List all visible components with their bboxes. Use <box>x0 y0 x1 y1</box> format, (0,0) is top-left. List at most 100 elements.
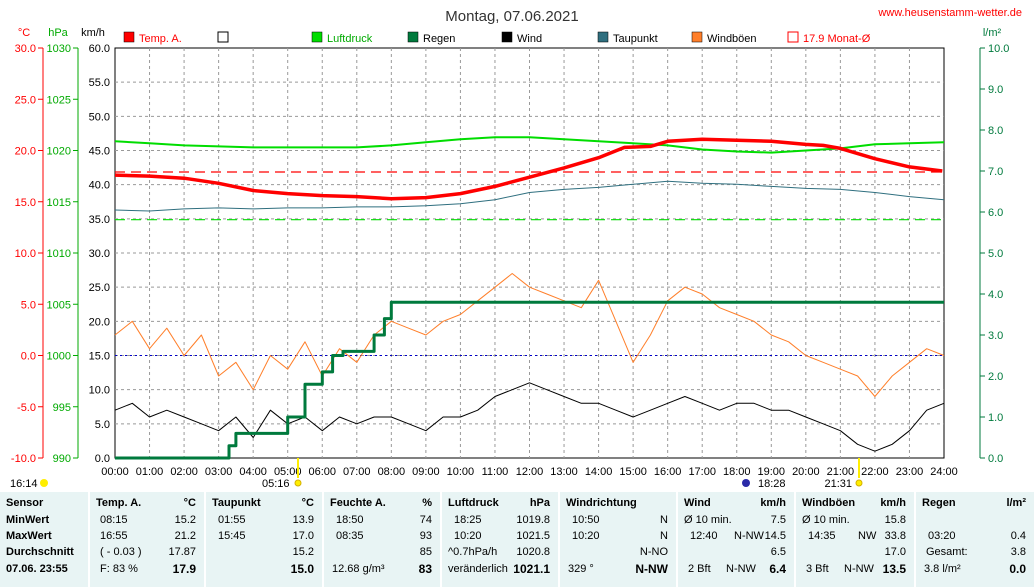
pressure-tick-label: 1015 <box>47 197 71 209</box>
x-tick-label: 13:00 <box>550 466 578 478</box>
press-min-value: 1019.8 <box>516 514 550 526</box>
rain-tick-label: 7.0 <box>988 166 1003 178</box>
rain-total-label: Gesamt: <box>926 546 968 558</box>
pressure-tick-label: 1010 <box>47 248 71 260</box>
legend-label: Temp. A. <box>139 33 182 45</box>
series-regen <box>115 300 944 460</box>
legend-swatch <box>407 31 419 43</box>
x-tick-label: 08:00 <box>378 466 406 478</box>
stats-header-wind: Wind <box>684 497 711 509</box>
gust-avg-value: 17.0 <box>884 546 906 558</box>
rain-unit-label: l/m² <box>983 27 1002 39</box>
x-tick-label: 16:00 <box>654 466 682 478</box>
weather-chart: Montag, 07.06.2021 www.heusenstamm-wette… <box>10 7 1022 490</box>
astro-markers: 16:14 05:16 18:28 21:31 <box>10 458 863 490</box>
legend-swatch <box>217 31 229 43</box>
row-label-max: MaxWert <box>6 530 52 542</box>
press-avg-value: 1020.8 <box>516 546 550 558</box>
series-wind <box>114 382 945 452</box>
dir-degrees: 329 ° <box>568 563 594 575</box>
rain-tick-label: 1.0 <box>988 412 1003 424</box>
x-tick-label: 00:00 <box>101 466 129 478</box>
legend-label: Windböen <box>707 33 757 45</box>
legend-swatch <box>123 31 135 43</box>
gust-avg10-value: 15.8 <box>884 514 906 526</box>
stats-header-pressure: Luftdruck <box>448 497 499 509</box>
stats-header-rain: Regen <box>922 497 956 509</box>
x-tick-label: 19:00 <box>758 466 786 478</box>
row-label-avg: Durchschnitt <box>6 546 74 558</box>
marker-sunset-time: 21:31 <box>824 478 852 490</box>
stats-col-wind: Wind km/h Ø 10 min. 7.5 12:40 N-NW 14.5 … <box>678 492 796 587</box>
wind-tick-label: 50.0 <box>89 111 110 123</box>
wind-avg-value: 6.5 <box>770 546 786 558</box>
x-tick-label: 09:00 <box>412 466 440 478</box>
chart-series <box>114 136 945 460</box>
dew-min-time: 01:55 <box>218 514 246 526</box>
dir-min-time: 10:50 <box>572 514 600 526</box>
hum-current-value: 83 <box>418 562 432 576</box>
temp-trend: ( - 0.03 ) <box>100 546 142 558</box>
stats-col-sensor: Sensor MinWert MaxWert Durchschnitt 07.0… <box>0 492 90 587</box>
series-luftdruck <box>114 136 945 154</box>
x-tick-label: 07:00 <box>343 466 371 478</box>
hum-max-value: 93 <box>419 530 432 542</box>
series-temp-a <box>114 137 943 201</box>
statistics-panel: Sensor MinWert MaxWert Durchschnitt 07.0… <box>0 492 1034 587</box>
rain-tick-label: 3.0 <box>988 330 1003 342</box>
pressure-tick-label: 1030 <box>47 43 71 55</box>
wind-tick-label: 25.0 <box>89 282 110 294</box>
wind-tick-label: 35.0 <box>89 214 110 226</box>
wind-tick-label: 55.0 <box>89 77 110 89</box>
hum-abs-humidity: 12.68 g/m³ <box>332 563 385 575</box>
temp-max-value: 21.2 <box>174 530 196 542</box>
stats-unit-rain: l/m² <box>1006 497 1026 509</box>
wind-avg10-label: Ø 10 min. <box>684 514 732 526</box>
x-tick-label: 05:00 <box>274 466 302 478</box>
wind-tick-label: 60.0 <box>89 43 110 55</box>
temp-avg-value: 17.87 <box>168 546 196 558</box>
temp-humidity: F: 83 % <box>100 563 138 575</box>
x-tick-label: 18:00 <box>723 466 751 478</box>
wind-max-value: 14.5 <box>764 530 786 542</box>
sunrise-icon <box>294 479 302 487</box>
wind-max-time: 12:40 <box>690 530 718 542</box>
wind-tick-label: 5.0 <box>95 419 110 431</box>
gust-current-dir: N-NW <box>844 563 874 575</box>
website-link[interactable]: www.heusenstamm-wetter.de <box>877 7 1022 19</box>
hum-min-value: 74 <box>419 514 432 526</box>
temp-tick-label: 5.0 <box>21 299 36 311</box>
gust-max-time: 14:35 <box>808 530 836 542</box>
rain-tick-label: 0.0 <box>988 453 1003 465</box>
press-trend: ^0.7hPa/h <box>448 546 498 558</box>
rain-tick-label: 10.0 <box>988 43 1009 55</box>
x-tick-label: 17:00 <box>688 466 716 478</box>
legend-swatch <box>787 31 799 43</box>
rain-current-value: 0.0 <box>1009 562 1026 576</box>
dir-avg-value: N-NO <box>639 546 668 558</box>
stats-unit-pressure: hPa <box>529 497 550 509</box>
stats-col-rain: Regen l/m² 03:20 0.4 Gesamt: 3.8 3.8 l/m… <box>916 492 1034 587</box>
gust-max-value: 33.8 <box>884 530 906 542</box>
legend-swatch <box>311 31 323 43</box>
rain-tick-label: 5.0 <box>988 248 1003 260</box>
wind-tick-label: 45.0 <box>89 146 110 158</box>
dew-min-value: 13.9 <box>292 514 314 526</box>
sunset-icon <box>855 479 863 487</box>
temp-tick-label: 25.0 <box>15 94 36 106</box>
x-tick-label: 23:00 <box>896 466 924 478</box>
rain-max-time: 03:20 <box>928 530 956 542</box>
gust-max-dir: NW <box>858 530 877 542</box>
press-tendency: veränderlich <box>448 563 508 575</box>
moon-icon <box>40 479 48 487</box>
legend-label: Taupunkt <box>613 33 658 45</box>
chart-title: Montag, 07.06.2021 <box>445 8 578 25</box>
press-max-value: 1021.5 <box>516 530 550 542</box>
legend-label: Luftdruck <box>327 33 373 45</box>
x-tick-label: 14:00 <box>585 466 613 478</box>
stats-header-temp: Temp. A. <box>96 497 142 509</box>
wind-max-dir: N-NW <box>734 530 764 542</box>
stats-unit-temp: °C <box>183 497 196 509</box>
temp-tick-label: 20.0 <box>15 146 36 158</box>
dew-max-time: 15:45 <box>218 530 246 542</box>
